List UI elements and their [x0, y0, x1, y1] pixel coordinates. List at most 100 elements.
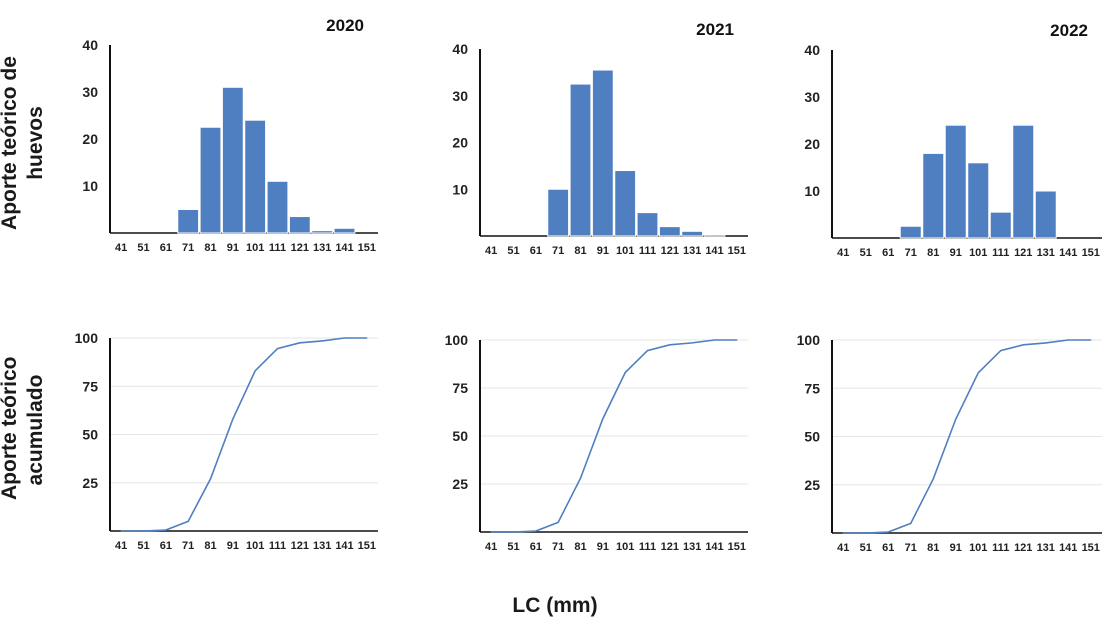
x-tick-label: 91: [227, 540, 239, 552]
x-tick-label: 111: [992, 247, 1009, 259]
x-tick-label: 41: [485, 541, 497, 553]
x-tick-label: 111: [639, 541, 656, 553]
bar: [636, 212, 659, 237]
bar: [703, 234, 726, 237]
x-tick-label: 101: [616, 541, 634, 553]
x-tick-label: 81: [204, 540, 216, 552]
x-tick-label: 81: [574, 245, 586, 257]
chart-panel-3: 10 20 30 40 41 51 61 71 81 91 101 111 121 131 141 151 20…: [804, 21, 1102, 259]
bar: [569, 83, 592, 237]
y-tick-label: 25: [804, 477, 820, 493]
x-tick-label: 111: [269, 242, 286, 254]
data-point: [579, 477, 582, 479]
x-tick-label: 71: [182, 242, 194, 254]
bar: [221, 86, 244, 234]
data-point: [691, 342, 693, 344]
data-point: [142, 530, 145, 532]
data-point: [557, 521, 559, 524]
x-tick-label: 141: [705, 245, 723, 257]
x-tick-label: 51: [860, 542, 872, 554]
x-tick-label: 131: [683, 541, 701, 553]
x-tick-label: 61: [530, 541, 542, 553]
x-tick-label: 111: [269, 540, 286, 552]
y-tick-label: 20: [82, 131, 98, 147]
y-tick-label: 100: [445, 332, 469, 348]
y-tick-label: 75: [452, 380, 468, 396]
y-tick-label: 75: [804, 380, 820, 396]
bar: [244, 119, 267, 234]
data-point: [535, 530, 537, 532]
bar: [177, 209, 200, 234]
x-tick-label: 101: [246, 540, 264, 552]
x-tick-label: 41: [485, 245, 497, 257]
x-tick-label: 51: [137, 540, 149, 552]
x-tick-label: 151: [358, 540, 376, 552]
chart-title: 2021: [696, 20, 734, 39]
bar: [266, 180, 289, 234]
series-line: [843, 339, 1091, 534]
y-tick-label: 40: [804, 42, 820, 58]
x-tick-label: 81: [927, 542, 939, 554]
y-tick-label: 10: [804, 183, 820, 199]
y-tick-label: 25: [82, 475, 98, 491]
data-point: [713, 339, 716, 341]
data-point: [842, 532, 844, 534]
x-tick-label: 41: [837, 542, 849, 554]
y-tick-label: 30: [804, 89, 820, 105]
bar: [989, 211, 1012, 239]
data-point: [512, 531, 515, 533]
data-point: [602, 418, 604, 420]
x-tick-label: 151: [728, 541, 746, 553]
x-tick-label: 101: [969, 247, 987, 259]
y-tick-label: 40: [452, 41, 468, 57]
data-point: [1090, 339, 1092, 341]
y-tick-label: 30: [452, 88, 468, 104]
bar: [1012, 124, 1035, 239]
y-tick-label: 40: [82, 37, 98, 53]
chart-title: 2020: [326, 16, 364, 35]
x-tick-label: 121: [661, 541, 679, 553]
data-point: [669, 344, 671, 346]
data-point: [955, 418, 957, 420]
x-tick-label: 81: [927, 247, 939, 259]
bar: [547, 188, 570, 237]
x-tick-label: 41: [837, 247, 849, 259]
y-tick-label: 20: [452, 135, 468, 151]
bar: [614, 170, 637, 237]
x-tick-label: 71: [905, 247, 917, 259]
x-tick-label: 131: [1037, 247, 1055, 259]
data-point: [736, 339, 738, 341]
x-tick-label: 61: [882, 542, 894, 554]
x-tick-label: 71: [182, 540, 194, 552]
x-tick-label: 91: [950, 247, 962, 259]
x-tick-label: 61: [530, 245, 542, 257]
bar: [199, 126, 222, 234]
x-tick-label: 141: [335, 540, 353, 552]
x-tick-label: 91: [227, 242, 239, 254]
x-tick-label: 81: [204, 242, 216, 254]
series-line: [121, 337, 367, 532]
bar: [591, 69, 614, 237]
data-point: [299, 342, 301, 344]
x-tick-label: 41: [115, 540, 127, 552]
x-tick-label: 141: [705, 541, 723, 553]
x-tick-label: 131: [313, 540, 331, 552]
bar: [288, 216, 311, 234]
y-tick-label: 25: [452, 476, 468, 492]
x-tick-label: 91: [597, 245, 609, 257]
chart-panel-5: 25 50 75 100 41 51 61 71 81 91 101 111 121 131 141 151: [445, 332, 748, 553]
data-point: [624, 372, 626, 374]
bar: [1034, 190, 1057, 239]
data-point: [254, 370, 256, 372]
x-tick-label: 121: [291, 242, 309, 254]
x-tick-label: 71: [905, 542, 917, 554]
x-tick-label: 121: [1014, 247, 1032, 259]
x-tick-label: 91: [597, 541, 609, 553]
x-tick-label: 121: [291, 540, 309, 552]
x-tick-label: 141: [335, 242, 353, 254]
x-axis-label: LC (mm): [512, 594, 598, 617]
data-point: [366, 337, 368, 339]
bar: [311, 230, 334, 234]
x-tick-label: 81: [574, 541, 586, 553]
